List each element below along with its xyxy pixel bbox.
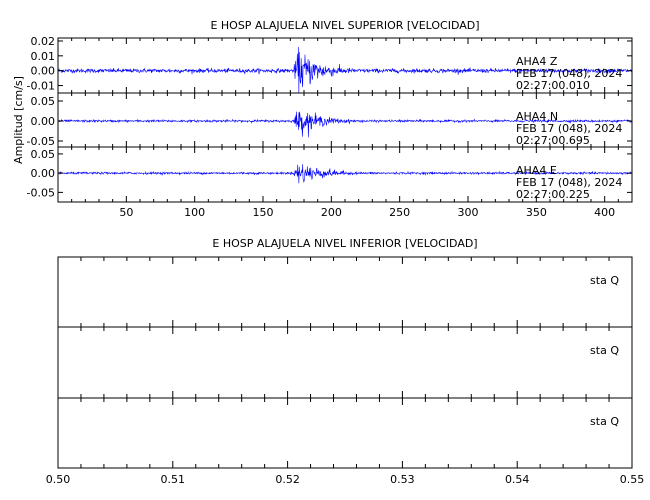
y-tick-label: 0.01 [31, 50, 56, 63]
panel-frame [57, 397, 633, 469]
date-label: FEB 17 (048), 2024 [516, 67, 622, 80]
y-tick-label: 0.02 [31, 35, 56, 48]
x-tick-label: 200 [321, 206, 342, 219]
y-tick-label: -0.01 [27, 80, 55, 93]
start-time-label: 02:27:00.010 [516, 79, 590, 92]
panel-frame [57, 326, 633, 399]
date-label: FEB 17 (048), 2024 [516, 122, 622, 135]
x-tick-label: 0.53 [390, 473, 415, 486]
top-chart-x-axis: 50 100 150 200 250 300 350 400 [119, 206, 615, 219]
waveform-trace-e [57, 164, 633, 184]
station-component-label: sta Q [590, 415, 619, 428]
empty-trace-panel: sta Q [57, 397, 633, 469]
station-component-label: AHA4 E [516, 164, 557, 177]
y-tick-label: -0.05 [27, 135, 55, 148]
panel-frame [57, 256, 633, 328]
x-tick-label: 350 [526, 206, 547, 219]
bottom-chart-title: E HOSP ALAJUELA NIVEL INFERIOR [VELOCIDA… [212, 237, 477, 250]
start-time-label: 02:27:00.225 [516, 188, 590, 201]
start-time-label: 02:27:00.695 [516, 134, 590, 147]
station-component-label: sta Q [590, 274, 619, 287]
date-label: FEB 17 (048), 2024 [516, 176, 622, 189]
x-tick-label: 250 [389, 206, 410, 219]
x-tick-label: 0.54 [505, 473, 530, 486]
top-chart-ylabel: Amplitud [cm/s] [12, 76, 25, 164]
top-chart-title: E HOSP ALAJUELA NIVEL SUPERIOR [VELOCIDA… [210, 19, 479, 32]
x-tick-label: 0.50 [46, 473, 71, 486]
station-component-label: AHA4 Z [516, 55, 558, 68]
y-tick-label: 0.00 [31, 167, 56, 180]
y-tick-label: -0.05 [27, 186, 55, 199]
empty-trace-panel: sta Q [57, 326, 633, 399]
x-tick-label: 150 [253, 206, 274, 219]
y-tick-label: 0.00 [31, 115, 56, 128]
waveform-trace-z [57, 46, 633, 93]
bottom-chart-panels: sta Q sta Q sta Q [57, 256, 633, 469]
x-tick-label: 400 [594, 206, 615, 219]
bottom-chart-x-axis: 0.50 0.51 0.52 0.53 0.54 0.55 [46, 473, 645, 486]
y-tick-label: 0.00 [31, 65, 56, 78]
x-tick-label: 300 [458, 206, 479, 219]
x-tick-label: 100 [184, 206, 205, 219]
x-tick-label: 0.55 [620, 473, 645, 486]
x-tick-label: 0.52 [275, 473, 300, 486]
y-tick-label: 0.05 [31, 148, 56, 161]
station-component-label: AHA4 N [516, 110, 558, 123]
x-tick-label: 50 [119, 206, 133, 219]
waveform-trace-n [57, 111, 633, 138]
y-tick-label: 0.05 [31, 95, 56, 108]
empty-trace-panel: sta Q [57, 256, 633, 328]
station-component-label: sta Q [590, 344, 619, 357]
x-tick-label: 0.51 [161, 473, 186, 486]
